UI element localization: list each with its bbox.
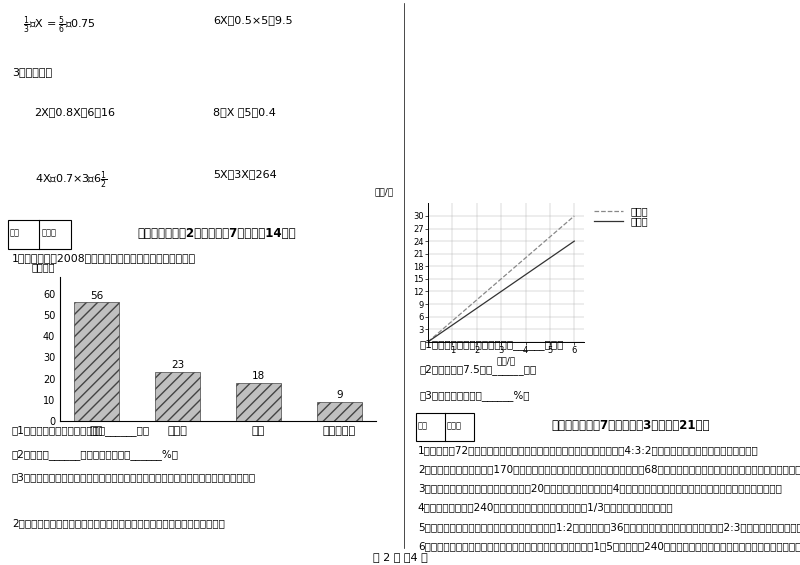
Text: （2）北京得______票，占得票总数的______%。: （2）北京得______票，占得票总数的______%。: [12, 449, 179, 459]
Text: 6X－0.5×5＝9.5: 6X－0.5×5＝9.5: [213, 15, 293, 25]
Text: 1．下面是申报2008年奥运会主办城市的得票情况统计图。: 1．下面是申报2008年奥运会主办城市的得票情况统计图。: [12, 253, 196, 263]
Text: 5．张师傅加工一批零件，已加工和未加工个数比1:2，如果再加工36个，这时已加工与未加工的个数比是2:3，这批零件共有多少个？: 5．张师傅加工一批零件，已加工和未加工个数比1:2，如果再加工36个，这时已加工…: [418, 522, 800, 532]
Bar: [155, 372, 200, 421]
Text: 18: 18: [252, 371, 265, 381]
Text: （1）四个申办城市的得票总数是______票。: （1）四个申办城市的得票总数是______票。: [12, 425, 150, 436]
Bar: [74, 302, 119, 421]
Text: （3）这种彩带降价了______%。: （3）这种彩带降价了______%。: [420, 390, 530, 401]
Bar: [317, 402, 362, 421]
Text: 56: 56: [90, 290, 103, 301]
Text: $\frac{1}{3}$，X = $\frac{5}{6}$，0.75: $\frac{1}{3}$，X = $\frac{5}{6}$，0.75: [23, 15, 96, 36]
Text: 3．解方程：: 3．解方程：: [12, 67, 52, 77]
Text: 23: 23: [171, 360, 184, 371]
Text: 1．用一根长72厘米的铁丝围成一个长方体，这个长方体得长宽高的比是4:3:2，这个长方体的体积是多少立方厘米？: 1．用一根长72厘米的铁丝围成一个长方体，这个长方体得长宽高的比是4:3:2，这…: [418, 445, 758, 455]
Text: 降价前: 降价前: [630, 206, 648, 216]
Text: 得分: 得分: [418, 421, 428, 431]
FancyBboxPatch shape: [416, 414, 474, 441]
Y-axis label: 总价/元: 总价/元: [374, 188, 394, 197]
Text: 5X＋3X＝264: 5X＋3X＝264: [213, 170, 277, 180]
Text: 6．橡胶厂要生产一批校服，第一周完成的套数与总套数的比是1：5，如再生产240套，就完成这批校服的一半，这批校服共多少套？: 6．橡胶厂要生产一批校服，第一周完成的套数与总套数的比是1：5，如再生产240套…: [418, 541, 800, 551]
Text: 单位：票: 单位：票: [32, 263, 55, 273]
Text: 2．图象表示一种彩带降价前后的长度与总价的关系，请根据图中信息填空。: 2．图象表示一种彩带降价前后的长度与总价的关系，请根据图中信息填空。: [12, 518, 225, 528]
Text: 评卷人: 评卷人: [42, 229, 56, 237]
Bar: [236, 383, 281, 421]
Text: 2X－0.8X－6＝16: 2X－0.8X－6＝16: [34, 107, 115, 117]
Text: 降价后: 降价后: [630, 216, 648, 225]
Text: 得分: 得分: [10, 229, 20, 237]
Text: 4．果园里有苹果树240棵，苹果树的棵数比梨树的棵数多1/3，果园里有梨树多少棵？: 4．果园里有苹果树240棵，苹果树的棵数比梨树的棵数多1/3，果园里有梨树多少棵…: [418, 503, 674, 512]
FancyBboxPatch shape: [8, 220, 70, 249]
Text: （2）降价前扴7.5米需______元。: （2）降价前扴7.5米需______元。: [420, 364, 537, 375]
Text: 六、应用题（兲7小题，每题3分，共列21分）: 六、应用题（兲7小题，每题3分，共列21分）: [551, 419, 710, 432]
Text: 9: 9: [336, 390, 342, 400]
Text: 评卷人: 评卷人: [447, 421, 462, 431]
X-axis label: 长度/米: 长度/米: [497, 357, 515, 366]
Text: 2．甲乙两地之间的公路长170千米，一辆汽车从甲地开往乙地，头两小时行馶68千米，照这样计算，几小时可以到达乙地？（用比例解）: 2．甲乙两地之间的公路长170千米，一辆汽车从甲地开往乙地，头两小时行馶68千米…: [418, 464, 800, 474]
Text: （1）降价前后，长度与总价都成______比例。: （1）降价前后，长度与总价都成______比例。: [420, 339, 564, 350]
Text: 3．某小学开展第二课堂活动，美术小组20人，比棋盘小组的人数多4，航模小组有多少人？（先写出等量关系，再列方程解答）: 3．某小学开展第二课堂活动，美术小组20人，比棋盘小组的人数多4，航模小组有多少…: [418, 483, 782, 493]
Text: （3）投票结果一出来，报纸、电视都说：「北京得票是数遥遥领先」，为什么这样说？: （3）投票结果一出来，报纸、电视都说：「北京得票是数遥遥领先」，为什么这样说？: [12, 472, 256, 482]
Text: 第 2 页 关4 页: 第 2 页 关4 页: [373, 551, 427, 562]
Text: 五、综合题（兲2小题，每题7分，共列14分）: 五、综合题（兲2小题，每题7分，共列14分）: [138, 227, 296, 240]
Text: 4X＋0.7×3＝6$\frac{1}{2}$: 4X＋0.7×3＝6$\frac{1}{2}$: [34, 170, 107, 191]
Text: 8：X ＝5：0.4: 8：X ＝5：0.4: [213, 107, 276, 117]
